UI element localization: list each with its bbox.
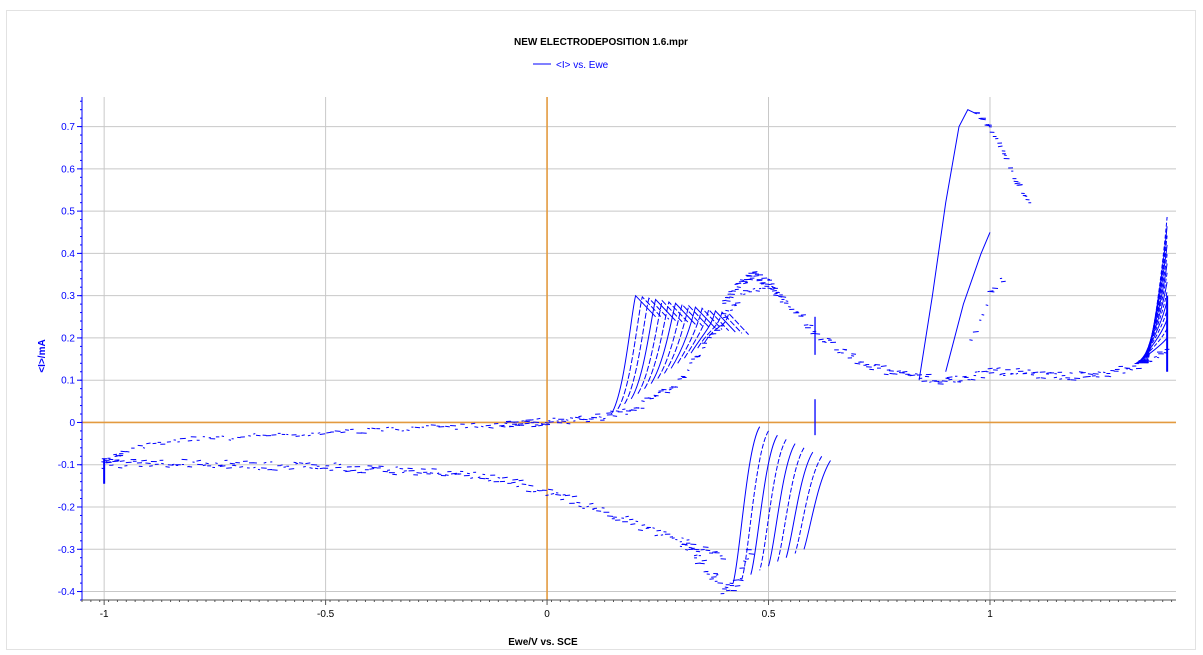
x-axis-label: Ewe/V vs. SCE [508, 637, 578, 648]
anodic-scan-line [617, 295, 663, 410]
oxidation-peak-tail [973, 112, 1032, 204]
cathodic-scan-line [750, 434, 778, 575]
anodic-scan-line [657, 303, 703, 379]
data-layer [101, 109, 1170, 595]
anodic-scan-line [663, 304, 710, 374]
y-tick-label: 0 [69, 418, 75, 429]
reduction-peak-trace [679, 537, 755, 595]
vertex-fan-line [1147, 216, 1168, 364]
anodic-scan-line [644, 301, 690, 389]
x-tick-label: -0.5 [317, 609, 335, 620]
x-tick-label: 0 [544, 609, 550, 620]
anodic-background-trace [500, 282, 1170, 428]
vertex-fan-line [1138, 309, 1168, 364]
y-tick-label: 0.7 [61, 122, 75, 133]
chart-title: NEW ELECTRODEPOSITION 1.6.mpr [514, 37, 688, 48]
cathodic-scan-line [803, 460, 831, 550]
x-tick-label: 1 [987, 609, 993, 620]
y-tick-label: 0.5 [61, 207, 75, 218]
vertex-fan-line [1136, 328, 1168, 364]
anodic-scan-line [697, 311, 743, 349]
y-axis-label: <I>/mA [37, 339, 48, 372]
anodic-scan-line [630, 298, 676, 400]
y-tick-label: -0.3 [58, 545, 76, 556]
y-tick-label: 0.4 [61, 249, 75, 260]
axes [77, 97, 1176, 605]
y-tick-label: -0.4 [58, 587, 76, 598]
tick-labels: -0.4 -0.3 -0.2 -0.1 0 0.1 0.2 0.3 0.4 0.5 0.6 0.7 -1… [58, 122, 993, 620]
oxidation-cluster-trace [722, 271, 785, 304]
cathodic-background-trace [101, 458, 727, 560]
secondary-oxidation-line [945, 232, 991, 372]
cathodic-scan-line [768, 443, 796, 567]
cathodic-scan-line [785, 451, 814, 558]
secondary-oxidation-dashes [969, 277, 1006, 341]
cathodic-scan-line [776, 447, 805, 563]
anodic-scan-line [670, 306, 716, 369]
start-cluster-trace [101, 453, 124, 464]
oxidation-peak-line [918, 109, 977, 381]
vertex-fan-line [1145, 235, 1168, 364]
y-tick-label: 0.1 [61, 376, 75, 387]
legend-entry: <I> vs. Ewe [556, 60, 609, 71]
anodic-scan-line [690, 309, 736, 354]
vertex-fan-line [1142, 263, 1168, 364]
anodic-scan-line [624, 297, 670, 405]
anodic-scan-line [610, 294, 656, 415]
anodic-scan-line [650, 302, 696, 384]
plot-frame [6, 10, 1196, 650]
cathodic-scan-line [794, 456, 823, 554]
x-tick-label: -1 [100, 609, 109, 620]
cathodic-scan-line [741, 430, 769, 580]
cathodic-scan-line [732, 426, 761, 584]
legend: <I> vs. Ewe [533, 60, 609, 71]
cathodic-scan-line [759, 439, 787, 571]
y-tick-label: 0.3 [61, 291, 75, 302]
anodic-scan-line [677, 307, 723, 364]
y-tick-label: 0.2 [61, 333, 75, 344]
y-tick-label: -0.1 [58, 460, 76, 471]
anodic-scan-line [637, 299, 683, 394]
x-tick-label: 0.5 [762, 609, 776, 620]
y-tick-label: -0.2 [58, 503, 76, 514]
anodic-scan-line [703, 312, 749, 344]
anodic-scan-line [683, 308, 730, 359]
grid [82, 97, 1176, 600]
vertex-fan-line [1137, 319, 1168, 364]
y-tick-label: 0.6 [61, 164, 75, 175]
